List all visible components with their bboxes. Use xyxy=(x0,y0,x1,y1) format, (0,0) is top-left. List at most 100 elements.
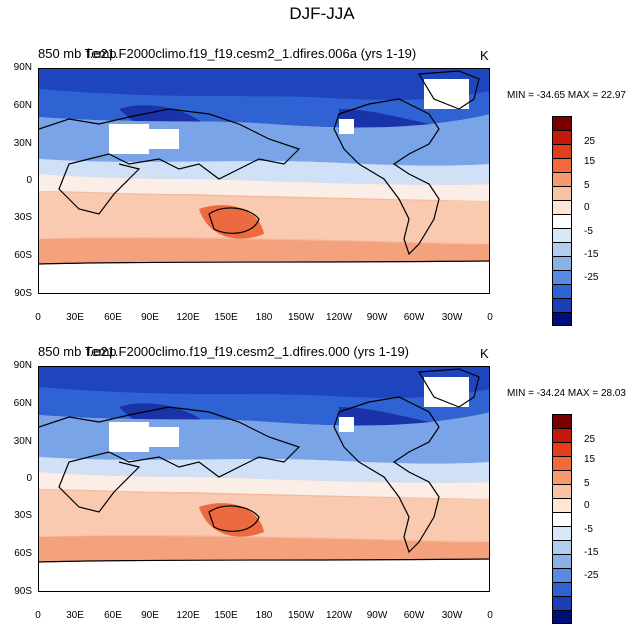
min-label: MIN = -34.24 xyxy=(507,388,566,399)
lon-tick-label: 0 xyxy=(487,312,493,323)
lat-tick-label: 0 xyxy=(26,473,32,484)
colorbar-segment xyxy=(552,596,572,610)
lon-tick-label: 60E xyxy=(104,312,122,323)
colorbar-tick-label: -25 xyxy=(584,272,599,283)
lon-tick-label: 150E xyxy=(214,610,238,621)
lon-tick-label: 90E xyxy=(141,312,159,323)
lon-tick-label: 60W xyxy=(403,312,425,323)
colorbar-tick-label: 0 xyxy=(584,202,590,213)
figure-title: DJF-JJA xyxy=(289,4,355,23)
panel-variable-label: 850 mb Temp xyxy=(38,46,117,61)
panel-variable-label: 850 mb Temp xyxy=(38,344,117,359)
colorbar-segment xyxy=(552,540,572,554)
colorbar-segment xyxy=(552,484,572,498)
colorbar-segment xyxy=(552,214,572,228)
panel-title: 850 mb Temp f.e21.F2000climo.f19_f19.ces… xyxy=(38,46,416,61)
map-plot-area xyxy=(38,366,490,592)
lon-tick-label: 30W xyxy=(441,312,463,323)
lat-tick-label: 60S xyxy=(14,548,32,559)
colorbar-tick-label: 25 xyxy=(584,136,596,147)
colorbar-segment xyxy=(552,172,572,186)
colorbar-segment xyxy=(552,442,572,456)
colorbar-segment xyxy=(552,186,572,200)
colorbar-segment xyxy=(552,582,572,596)
colorbar-segment xyxy=(552,228,572,242)
min-max-label: MIN = -34.65 MAX = 22.97 xyxy=(507,90,626,101)
colorbar-segment xyxy=(552,144,572,158)
colorbar-tick-label: 25 xyxy=(584,434,596,445)
colorbar-tick-label: -5 xyxy=(584,226,593,237)
colorbar-segment xyxy=(552,512,572,526)
colorbar-segment xyxy=(552,456,572,470)
panel-case-label: f.e21.F2000climo.f19_f19.cesm2_1.dfires.… xyxy=(86,46,417,61)
lon-tick-label: 60W xyxy=(403,610,425,621)
colorbar-tick-label: 15 xyxy=(584,454,596,465)
min-label: MIN = -34.65 xyxy=(507,90,566,101)
colorbar-tick-label: 5 xyxy=(584,180,590,191)
lon-tick-label: 60E xyxy=(104,610,122,621)
colorbar-segment xyxy=(552,270,572,284)
lat-tick-label: 90S xyxy=(14,586,32,597)
min-max-label: MIN = -34.24 MAX = 28.03 xyxy=(507,388,626,399)
colorbar-tick-label: -15 xyxy=(584,249,599,260)
colorbar-tick-label: -15 xyxy=(584,547,599,558)
lon-tick-label: 90W xyxy=(366,610,388,621)
colorbar-segment xyxy=(552,200,572,214)
lon-tick-label: 120W xyxy=(325,610,353,621)
lon-tick-label: 120E xyxy=(176,610,200,621)
lat-tick-label: 30S xyxy=(14,212,32,223)
colorbar-segment xyxy=(552,242,572,256)
map-plot-area xyxy=(38,68,490,294)
lon-tick-label: 120E xyxy=(176,312,200,323)
lat-tick-label: 90N xyxy=(13,360,32,371)
lat-tick-label: 90S xyxy=(14,288,32,299)
lon-tick-label: 30E xyxy=(66,312,84,323)
lat-tick-label: 0 xyxy=(26,175,32,186)
colorbar-segment xyxy=(552,284,572,298)
panel-title: 850 mb Temp f.e21.F2000climo.f19_f19.ces… xyxy=(38,344,409,359)
lon-tick-label: 150W xyxy=(287,312,315,323)
colorbar-segment xyxy=(552,158,572,172)
lat-tick-label: 60N xyxy=(13,100,32,111)
colorbar-segment xyxy=(552,554,572,568)
colorbar-segment xyxy=(552,498,572,512)
colorbar-segment xyxy=(552,130,572,144)
lon-tick-label: 30E xyxy=(66,610,84,621)
lon-tick-label: 150W xyxy=(287,610,315,621)
colorbar xyxy=(552,116,572,326)
lat-tick-label: 30N xyxy=(13,436,32,447)
colorbar-tick-label: 0 xyxy=(584,500,590,511)
colorbar-tick-label: 15 xyxy=(584,156,596,167)
lon-tick-label: 0 xyxy=(487,610,493,621)
units-label: K xyxy=(480,48,489,63)
max-label: MAX = 22.97 xyxy=(567,90,626,101)
map-panel-2: 850 mb Temp f.e21.F2000climo.f19_f19.ces… xyxy=(0,344,644,644)
panel-case-label: f.e21.F2000climo.f19_f19.cesm2_1.dfires.… xyxy=(86,344,410,359)
lon-tick-label: 120W xyxy=(325,312,353,323)
colorbar-segment xyxy=(552,414,572,428)
colorbar-segment xyxy=(552,568,572,582)
map-panel-1: 850 mb Temp f.e21.F2000climo.f19_f19.ces… xyxy=(0,46,644,346)
colorbar-segment xyxy=(552,256,572,270)
colorbar-segment xyxy=(552,312,572,326)
lon-tick-label: 30W xyxy=(441,610,463,621)
colorbar xyxy=(552,414,572,624)
lon-tick-label: 180 xyxy=(255,312,273,323)
colorbar-segment xyxy=(552,116,572,130)
map-contour-field xyxy=(39,367,489,591)
colorbar-segment xyxy=(552,428,572,442)
colorbar-segment xyxy=(552,470,572,484)
lat-tick-label: 90N xyxy=(13,62,32,73)
lon-tick-label: 150E xyxy=(214,312,238,323)
colorbar-segment xyxy=(552,526,572,540)
lon-tick-label: 90W xyxy=(366,312,388,323)
colorbar-tick-label: -25 xyxy=(584,570,599,581)
colorbar-segment xyxy=(552,298,572,312)
lon-tick-label: 0 xyxy=(35,610,41,621)
colorbar-tick-label: 5 xyxy=(584,478,590,489)
lon-tick-label: 90E xyxy=(141,610,159,621)
colorbar-segment xyxy=(552,610,572,624)
lat-tick-label: 30N xyxy=(13,138,32,149)
lon-tick-label: 0 xyxy=(35,312,41,323)
map-contour-field xyxy=(39,69,489,293)
